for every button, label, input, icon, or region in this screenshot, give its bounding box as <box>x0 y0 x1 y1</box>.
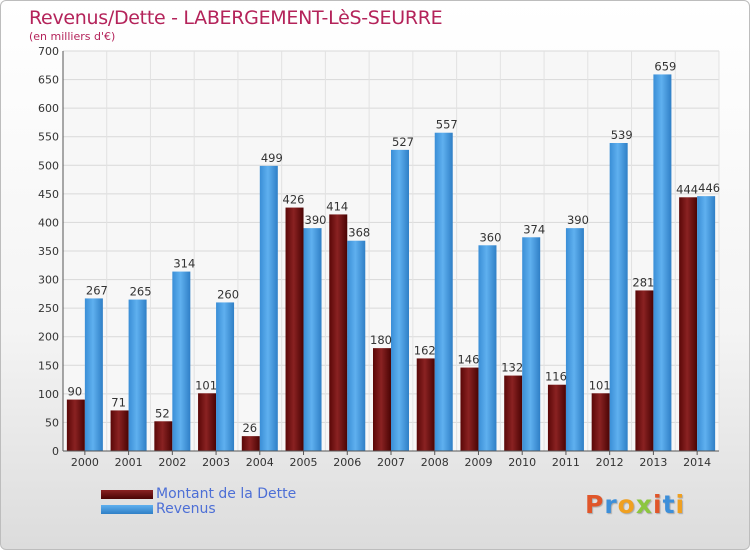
bar-dette-2007 <box>373 348 391 451</box>
data-label-revenus-2008: 557 <box>436 118 458 132</box>
data-label-dette-2001: 71 <box>111 395 126 409</box>
data-label-dette-2014: 444 <box>676 182 698 196</box>
bar-revenus-2012 <box>609 143 628 451</box>
data-label-revenus-2003: 260 <box>217 287 239 301</box>
x-tick-label: 2002 <box>158 456 186 469</box>
data-label-revenus-2014: 446 <box>698 181 720 195</box>
data-label-dette-2003: 101 <box>195 378 217 392</box>
y-tick-label: 350 <box>38 245 59 258</box>
y-tick-label: 500 <box>38 159 59 172</box>
bar-revenus-2006 <box>347 240 366 451</box>
y-tick-label: 200 <box>38 331 59 344</box>
data-label-dette-2009: 146 <box>457 353 479 367</box>
bar-revenus-2005 <box>303 228 322 451</box>
y-tick-label: 100 <box>38 388 59 401</box>
x-tick-label: 2003 <box>202 456 230 469</box>
data-label-dette-2013: 281 <box>632 275 654 289</box>
bar-dette-2013 <box>635 290 654 451</box>
legend-label-dette: Montant de la Dette <box>156 486 297 502</box>
data-label-revenus-2010: 374 <box>523 222 545 236</box>
legend-swatch-dette <box>101 490 153 499</box>
bar-revenus-2007 <box>391 149 409 451</box>
data-label-dette-2004: 26 <box>242 421 257 435</box>
bar-revenus-2013 <box>653 74 672 451</box>
data-label-dette-2011: 116 <box>545 370 567 384</box>
data-label-dette-2002: 52 <box>155 406 170 420</box>
data-label-revenus-2009: 360 <box>479 230 501 244</box>
bar-dette-2012 <box>591 393 610 451</box>
bar-dette-2002 <box>154 421 173 451</box>
x-tick-label: 2004 <box>246 456 274 469</box>
y-tick-label: 250 <box>38 302 59 315</box>
bar-dette-2004 <box>241 436 260 451</box>
bar-dette-2010 <box>504 375 523 451</box>
chart-subtitle: (en milliers d'€) <box>29 30 116 43</box>
bar-dette-2006 <box>329 214 348 451</box>
chart-title: Revenus/Dette - LABERGEMENT-LèS-SEURRE <box>29 7 443 29</box>
data-label-revenus-2011: 390 <box>567 213 589 227</box>
proxiti-logo: Proxiti <box>585 490 686 519</box>
bar-revenus-2014 <box>697 196 716 451</box>
bar-revenus-2011 <box>565 228 584 451</box>
y-tick-label: 300 <box>38 274 59 287</box>
y-tick-label: 0 <box>52 445 59 458</box>
data-label-revenus-2007: 527 <box>392 135 414 149</box>
bar-dette-2009 <box>460 367 479 451</box>
legend-label-revenus: Revenus <box>156 501 216 517</box>
x-tick-label: 2011 <box>552 456 580 469</box>
data-label-revenus-2005: 390 <box>305 213 327 227</box>
data-label-dette-2008: 162 <box>414 343 436 357</box>
bar-dette-2014 <box>679 197 698 451</box>
data-label-revenus-2013: 659 <box>654 59 676 73</box>
x-tick-label: 2007 <box>377 456 405 469</box>
bar-dette-2011 <box>547 384 566 451</box>
y-tick-label: 700 <box>38 45 59 58</box>
x-tick-label: 2014 <box>683 456 711 469</box>
data-label-revenus-2006: 368 <box>348 226 370 240</box>
bar-dette-2005 <box>285 207 304 451</box>
x-tick-label: 2008 <box>421 456 449 469</box>
bar-dette-2000 <box>66 399 85 451</box>
bar-revenus-2002 <box>172 271 191 451</box>
y-tick-label: 550 <box>38 131 59 144</box>
data-label-revenus-2000: 267 <box>86 283 108 297</box>
bar-dette-2008 <box>416 358 435 451</box>
data-label-dette-2007: 180 <box>370 333 392 347</box>
data-label-revenus-2012: 539 <box>611 128 633 142</box>
data-label-dette-2000: 90 <box>68 385 83 399</box>
bar-revenus-2003 <box>216 302 235 451</box>
data-label-dette-2005: 426 <box>283 193 305 207</box>
x-tick-label: 2013 <box>639 456 667 469</box>
y-tick-label: 450 <box>38 188 59 201</box>
bar-revenus-2008 <box>434 132 453 451</box>
data-label-revenus-2004: 499 <box>261 151 283 165</box>
y-tick-label: 600 <box>38 102 59 115</box>
x-tick-label: 2012 <box>596 456 624 469</box>
y-tick-label: 50 <box>45 416 59 429</box>
y-tick-label: 650 <box>38 74 59 87</box>
x-tick-label: 2006 <box>333 456 361 469</box>
x-tick-label: 2010 <box>508 456 536 469</box>
bar-dette-2001 <box>110 410 129 451</box>
y-tick-label: 150 <box>38 359 59 372</box>
bar-revenus-2010 <box>522 237 541 451</box>
bar-revenus-2001 <box>128 299 147 451</box>
bar-revenus-2000 <box>84 298 103 451</box>
legend-swatch-revenus <box>101 505 153 514</box>
bar-revenus-2004 <box>259 165 278 451</box>
y-tick-label: 400 <box>38 216 59 229</box>
bar-dette-2003 <box>198 393 217 451</box>
data-label-dette-2006: 414 <box>326 199 348 213</box>
x-tick-label: 2005 <box>290 456 318 469</box>
data-label-dette-2012: 101 <box>589 378 611 392</box>
data-label-revenus-2001: 265 <box>130 285 152 299</box>
data-label-dette-2010: 132 <box>501 361 523 375</box>
data-label-revenus-2002: 314 <box>173 257 195 271</box>
bar-revenus-2009 <box>478 245 497 451</box>
x-tick-label: 2009 <box>464 456 492 469</box>
x-tick-label: 2000 <box>71 456 99 469</box>
x-tick-label: 2001 <box>115 456 143 469</box>
